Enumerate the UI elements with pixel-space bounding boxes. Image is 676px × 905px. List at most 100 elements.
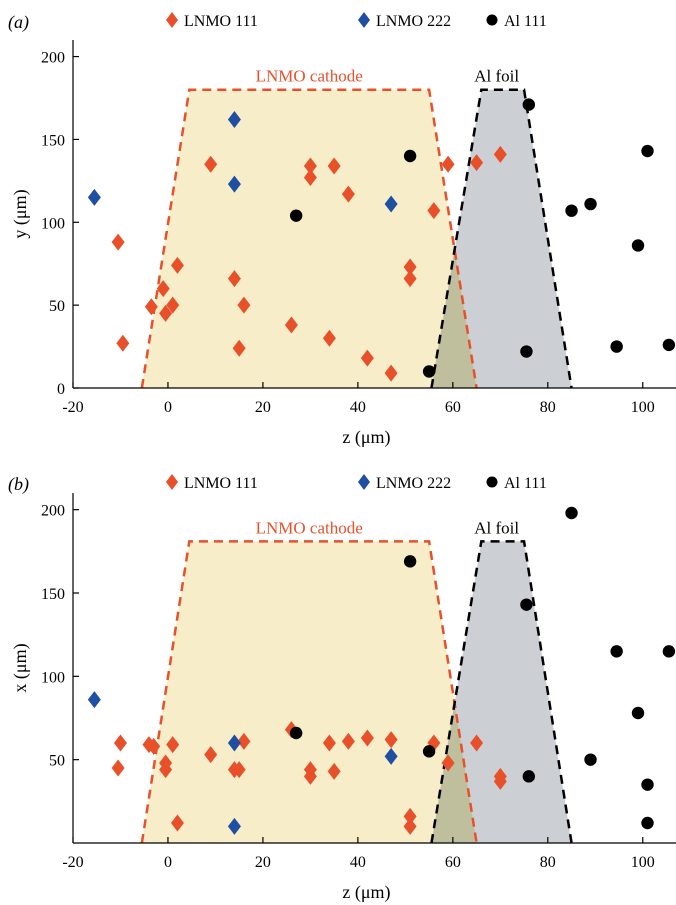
x-tick-label: 0 xyxy=(164,399,172,416)
legend-marker xyxy=(486,14,498,26)
data-point xyxy=(166,296,180,314)
legend-entry: Al 111 xyxy=(504,475,547,492)
data-point xyxy=(237,732,251,750)
data-point xyxy=(360,729,374,747)
x-tick-label: 0 xyxy=(164,854,172,871)
y-axis-label: y (μm) xyxy=(10,189,31,238)
data-point xyxy=(641,778,654,791)
data-point xyxy=(232,339,246,357)
data-point xyxy=(147,737,161,755)
data-point xyxy=(493,772,507,790)
data-point xyxy=(116,334,130,352)
data-point xyxy=(493,145,507,163)
data-point xyxy=(403,270,417,288)
foil-label: Al foil xyxy=(474,67,519,86)
data-point xyxy=(631,706,645,720)
data-point xyxy=(441,155,455,173)
data-point xyxy=(641,144,654,158)
cathode-region xyxy=(141,89,477,388)
data-point xyxy=(470,154,484,172)
y-tick-label: 150 xyxy=(41,132,65,149)
data-point xyxy=(303,767,317,785)
legend: LNMO 111 LNMO 222 Al 111 xyxy=(166,12,547,30)
series-lnmo-222 xyxy=(87,111,398,213)
x-tick-label: 100 xyxy=(631,854,655,871)
data-point xyxy=(441,754,455,772)
x-tick-label: 20 xyxy=(255,854,271,871)
data-point xyxy=(227,817,241,835)
data-point xyxy=(610,645,623,658)
data-point xyxy=(227,734,241,752)
data-point xyxy=(289,209,303,222)
data-point xyxy=(113,734,127,752)
cathode-region xyxy=(141,541,477,843)
data-point xyxy=(156,280,170,298)
series-lnmo-222 xyxy=(87,691,398,835)
data-point xyxy=(87,691,101,709)
data-point xyxy=(403,258,417,276)
data-point xyxy=(327,762,341,780)
overlap-region xyxy=(431,249,477,388)
series-al-111 xyxy=(289,98,676,378)
data-point xyxy=(204,155,218,173)
x-tick-label: -20 xyxy=(62,399,83,416)
foil-region xyxy=(431,89,572,388)
x-tick-label: -20 xyxy=(62,854,83,871)
x-axis-label: z (μm) xyxy=(342,427,390,448)
data-point xyxy=(232,761,246,779)
cathode-label: LNMO cathode xyxy=(256,67,363,86)
data-point xyxy=(159,761,173,779)
legend-marker xyxy=(358,474,370,490)
data-point xyxy=(170,256,184,274)
panel-label: (a) xyxy=(8,12,29,33)
data-point xyxy=(565,506,578,520)
data-point xyxy=(322,734,336,752)
data-point xyxy=(584,753,597,766)
data-point xyxy=(522,770,536,783)
data-point xyxy=(289,726,303,740)
chart-panel-0: LNMO cathode Al foil-20 0 20 40 60 80 100050100… xyxy=(8,12,676,448)
y-tick-label: 150 xyxy=(41,586,65,603)
data-point xyxy=(384,731,398,749)
data-point xyxy=(662,645,676,658)
data-point xyxy=(111,759,125,777)
data-point xyxy=(237,296,251,314)
data-point xyxy=(403,149,417,163)
y-tick-label: 50 xyxy=(49,298,65,315)
data-point xyxy=(470,734,484,752)
data-point xyxy=(584,197,597,211)
data-point xyxy=(322,329,336,347)
x-tick-label: 100 xyxy=(631,399,655,416)
data-point xyxy=(422,745,436,758)
data-point xyxy=(303,157,317,175)
x-axis-label: z (μm) xyxy=(342,882,390,903)
x-tick-label: 20 xyxy=(255,399,271,416)
data-point xyxy=(522,98,536,111)
y-axis-label: x (μm) xyxy=(10,643,31,692)
data-point xyxy=(159,304,173,322)
y-tick-label: 200 xyxy=(41,503,65,520)
data-point xyxy=(641,816,654,830)
data-point xyxy=(111,233,125,251)
data-point xyxy=(427,202,441,220)
data-point xyxy=(384,195,398,213)
legend-marker xyxy=(486,476,498,488)
legend-marker xyxy=(358,12,370,28)
y-tick-label: 200 xyxy=(41,50,65,67)
x-tick-label: 60 xyxy=(445,854,461,871)
cathode-outline xyxy=(140,88,478,388)
data-point xyxy=(341,185,355,203)
data-point xyxy=(610,340,623,353)
foil-label: Al foil xyxy=(474,518,519,537)
data-point xyxy=(403,807,417,825)
plot-area xyxy=(87,88,676,388)
data-point xyxy=(384,364,398,382)
foil-region xyxy=(431,541,572,843)
x-tick-label: 40 xyxy=(350,399,366,416)
plot-area xyxy=(87,506,676,843)
foil-outline xyxy=(430,88,573,388)
legend-entry: LNMO 111 xyxy=(184,13,258,30)
x-tick-label: 80 xyxy=(540,854,556,871)
